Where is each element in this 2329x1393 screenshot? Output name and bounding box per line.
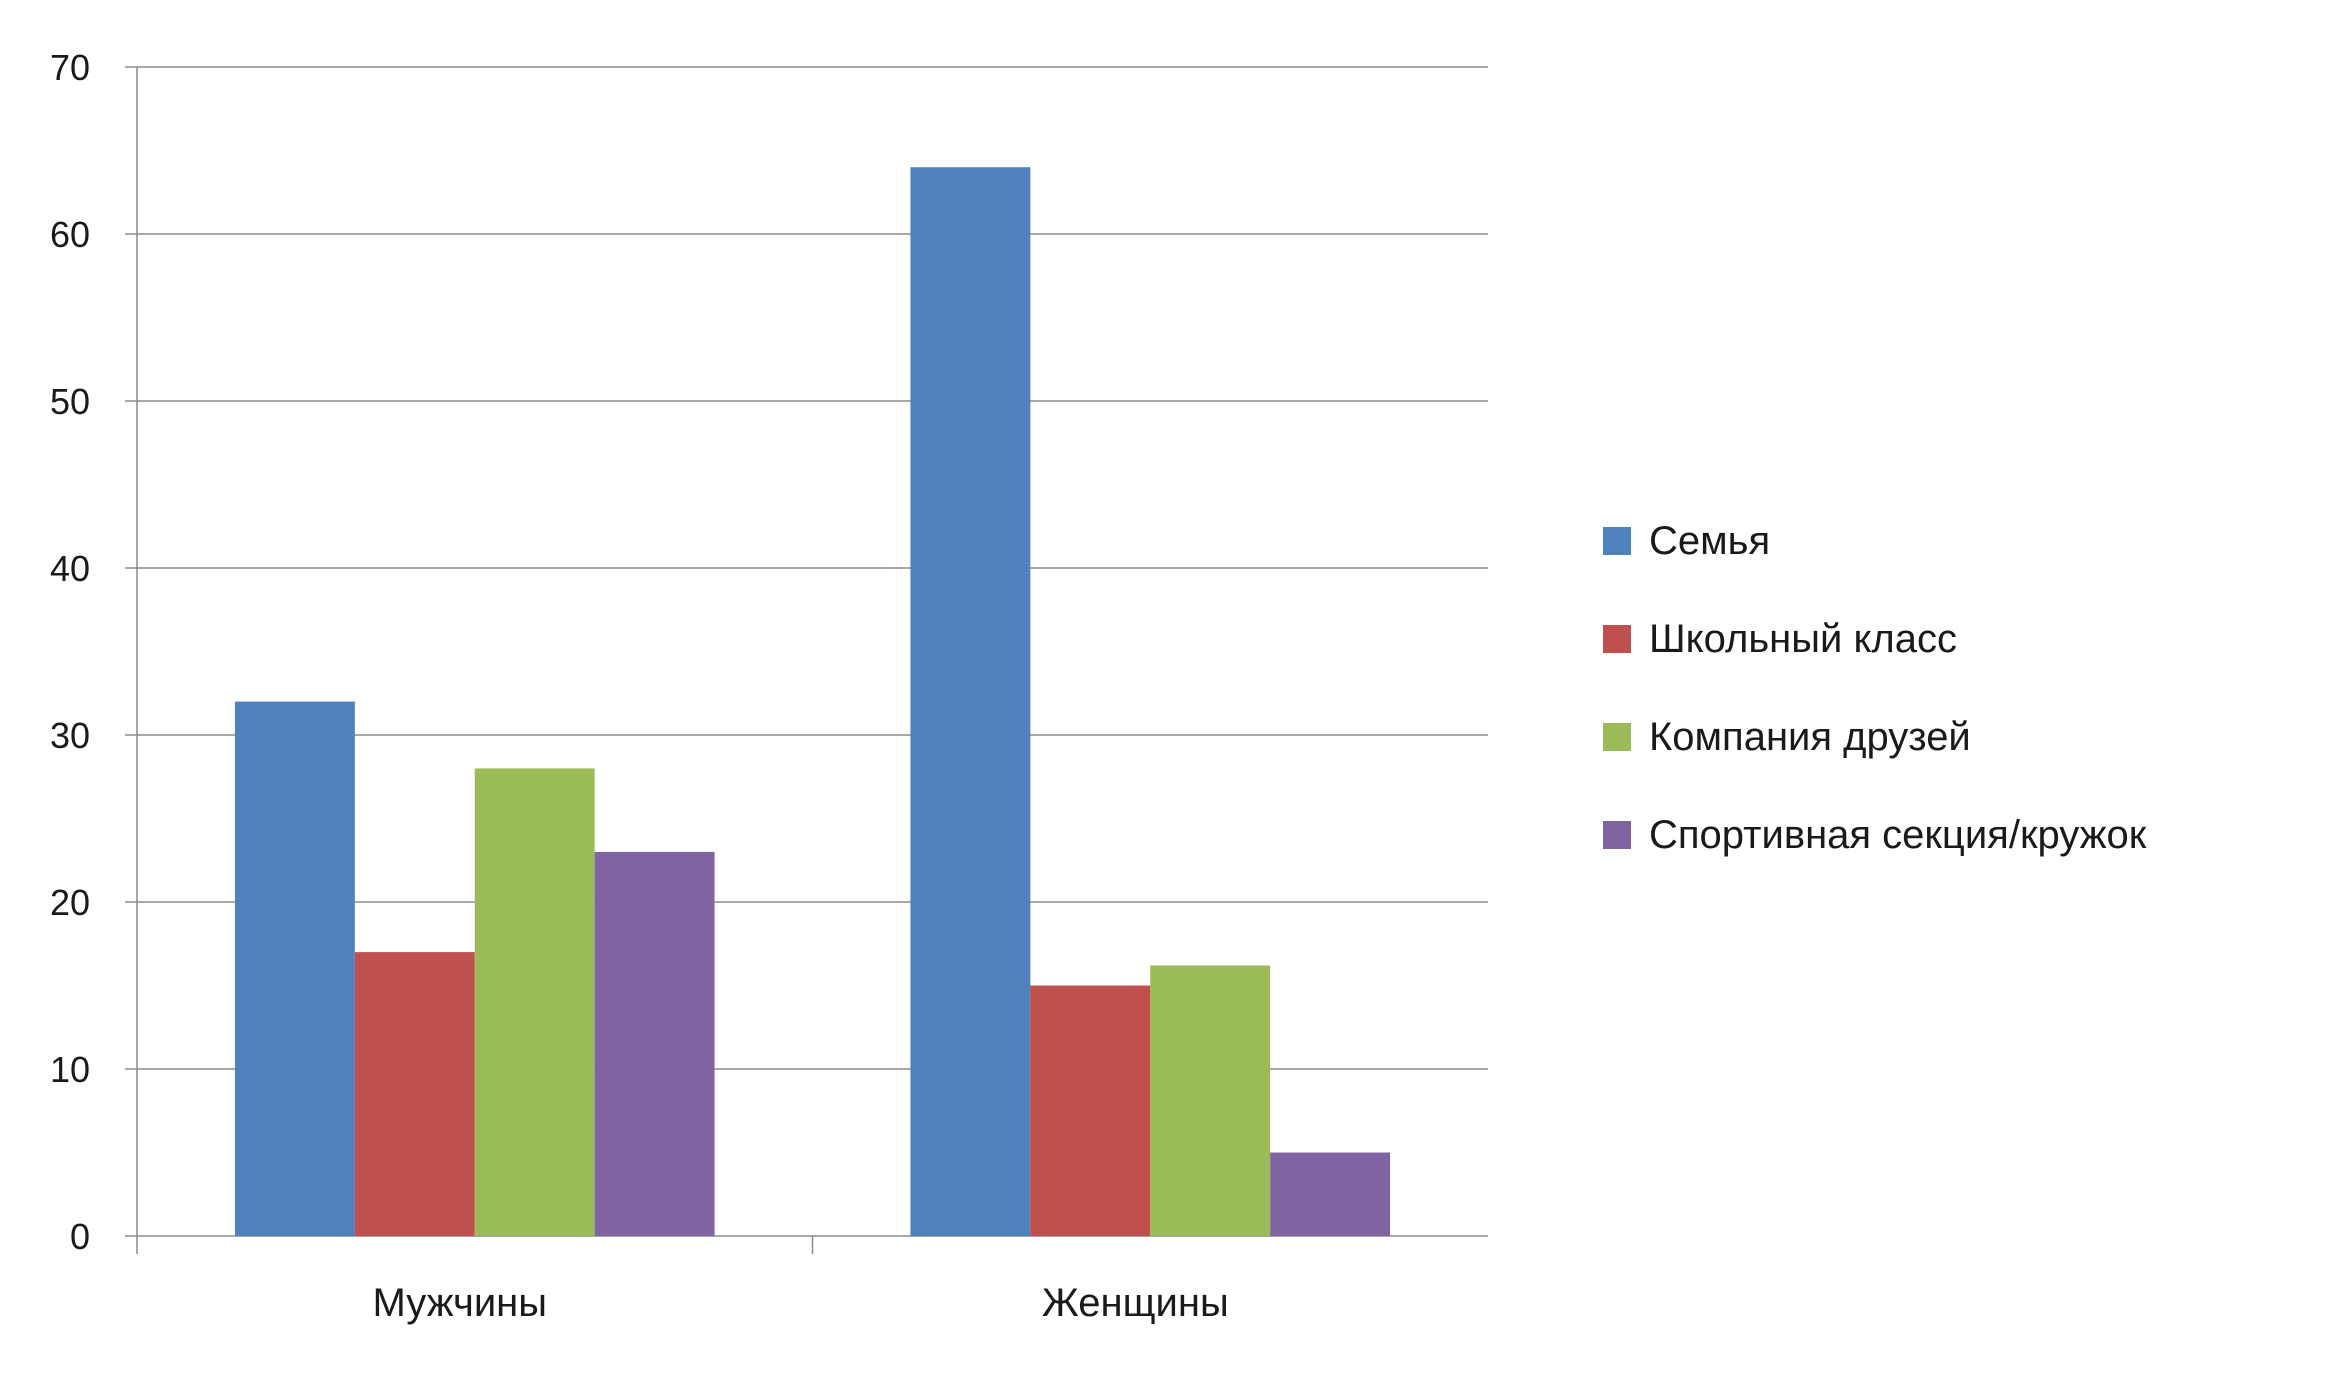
- y-tick-label: 30: [50, 715, 90, 756]
- y-tick-label: 0: [70, 1216, 90, 1257]
- legend-swatch: [1603, 821, 1631, 849]
- x-category-label: Мужчины: [372, 1281, 547, 1325]
- gridlines: [137, 66, 1488, 1070]
- legend-label: Семья: [1649, 519, 1770, 563]
- bar-4-2: [1270, 1152, 1391, 1236]
- axis-labels: 0 10 20 30 40 50 60 70 Мужчины Женщины: [50, 47, 1229, 1325]
- bar-1-1: [234, 701, 355, 1236]
- y-tick-label: 40: [50, 548, 90, 589]
- legend-swatch: [1603, 527, 1631, 555]
- y-tick-label: 20: [50, 882, 90, 923]
- bar-1-2: [910, 167, 1031, 1237]
- legend-swatch: [1603, 625, 1631, 653]
- legend-label: Компания друзей: [1649, 715, 1971, 759]
- bar-3-1: [474, 768, 595, 1236]
- bars: [234, 167, 1391, 1237]
- bar-4-1: [594, 851, 715, 1236]
- legend-swatch: [1603, 723, 1631, 751]
- x-category-label: Женщины: [1042, 1281, 1229, 1325]
- bar-2-1: [354, 952, 475, 1236]
- legend-label: Школьный класс: [1649, 617, 1957, 661]
- y-tick-label: 10: [50, 1049, 90, 1090]
- legend: Семья Школьный класс Компания друзей Спорти…: [1603, 519, 2147, 857]
- y-tick-label: 50: [50, 381, 90, 422]
- bar-3-2: [1150, 965, 1271, 1236]
- legend-label: Спортивная секция/кружок: [1649, 813, 2147, 857]
- y-tick-label: 60: [50, 214, 90, 255]
- bar-2-2: [1030, 985, 1151, 1236]
- y-tick-label: 70: [50, 47, 90, 88]
